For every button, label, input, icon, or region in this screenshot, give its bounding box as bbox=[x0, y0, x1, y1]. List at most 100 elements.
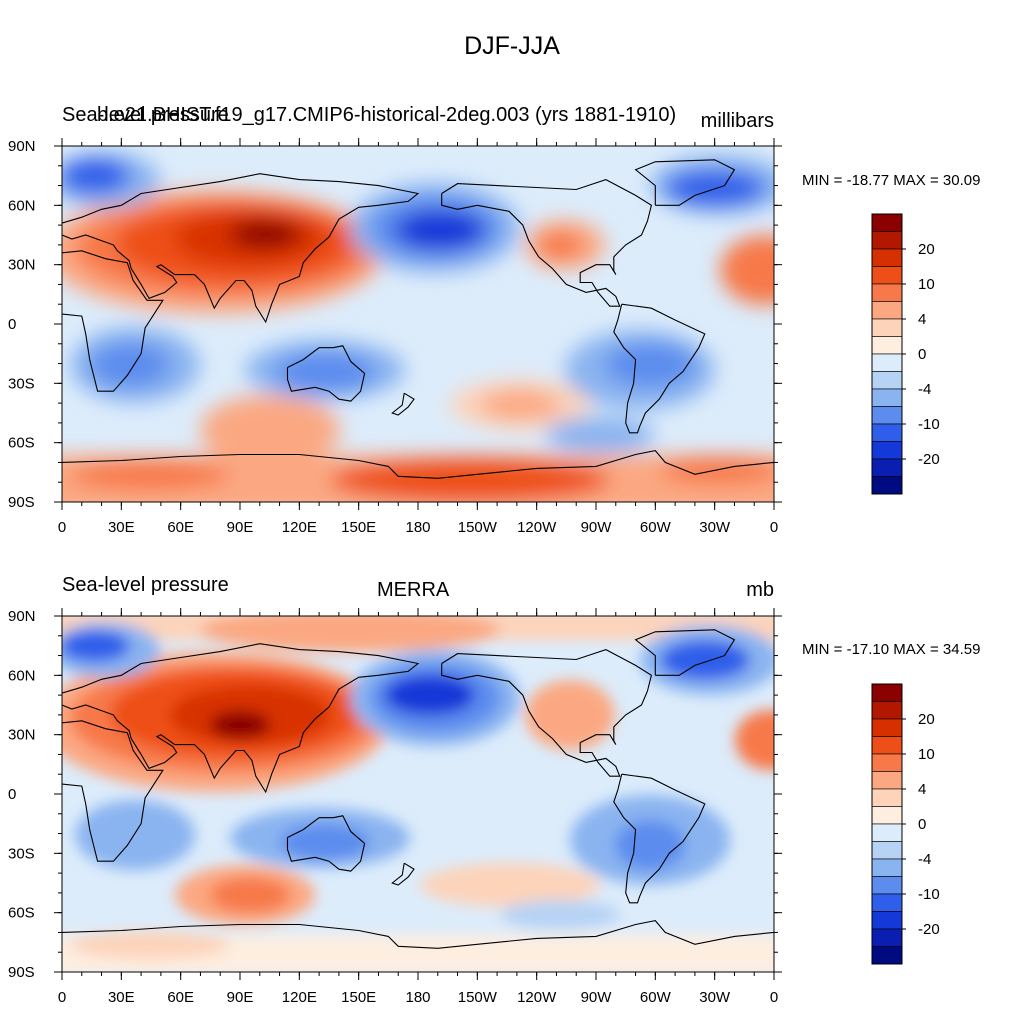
lon-tick-label: 90W bbox=[581, 989, 613, 1006]
lat-tick-label: 60S bbox=[8, 905, 35, 922]
colorbar-box bbox=[871, 423, 903, 442]
colorbar-label: 4 bbox=[918, 311, 926, 328]
lat-tick-label: 60N bbox=[8, 667, 36, 684]
colorbar-box bbox=[871, 441, 903, 460]
colorbar-box bbox=[871, 823, 903, 842]
lon-tick-label: 0 bbox=[58, 519, 66, 536]
lat-tick-label: 30S bbox=[8, 845, 35, 862]
lat-tick-label: 30N bbox=[8, 257, 36, 274]
coastline-segment bbox=[613, 303, 706, 434]
coastline-segment bbox=[634, 159, 736, 206]
colorbar-box bbox=[871, 371, 903, 390]
colorbar-box bbox=[871, 771, 903, 790]
lat-tick-label: 30S bbox=[8, 375, 35, 392]
colorbar-label: 20 bbox=[918, 711, 935, 728]
colorbar-box bbox=[871, 683, 903, 702]
colorbar-box bbox=[871, 388, 903, 407]
lon-tick-label: 180 bbox=[405, 989, 430, 1006]
figure-title: DJF-JJA bbox=[464, 32, 560, 60]
lon-tick-label: 120E bbox=[282, 989, 317, 1006]
colorbar-label: 0 bbox=[918, 816, 926, 833]
lon-tick-label: 150E bbox=[341, 519, 376, 536]
lon-tick-label: 0 bbox=[770, 989, 778, 1006]
lat-tick-label: 90N bbox=[8, 138, 36, 155]
colorbar-box bbox=[871, 476, 903, 495]
panel1-right-label: millibars bbox=[700, 110, 774, 132]
coastline-segment bbox=[391, 392, 415, 416]
lon-tick-label: 180 bbox=[405, 519, 430, 536]
coastlines-panel-1 bbox=[62, 159, 774, 479]
coastline-segment bbox=[62, 173, 420, 324]
coastline-segment bbox=[391, 862, 415, 886]
colorbar-label: -10 bbox=[918, 886, 940, 903]
colorbar-box bbox=[871, 301, 903, 320]
colorbar-box bbox=[871, 753, 903, 772]
coastline-segment bbox=[62, 720, 164, 862]
lon-tick-label: 60E bbox=[167, 519, 194, 536]
lat-tick-label: 60S bbox=[8, 435, 35, 452]
colorbar-box bbox=[871, 231, 903, 250]
coastline-segment bbox=[286, 815, 366, 872]
coastline-segment bbox=[613, 773, 706, 904]
colorbar-box bbox=[871, 248, 903, 267]
colorbar-box bbox=[871, 858, 903, 877]
lat-tick-label: 0 bbox=[8, 786, 16, 803]
colorbar-label: 4 bbox=[918, 781, 926, 798]
map-panel-1 bbox=[62, 146, 774, 502]
colorbar-box bbox=[871, 266, 903, 285]
lon-tick-label: 0 bbox=[58, 989, 66, 1006]
colorbar-box bbox=[871, 788, 903, 807]
colorbar-label: 10 bbox=[918, 276, 935, 293]
colorbar-label: -4 bbox=[918, 381, 931, 398]
colorbar-box bbox=[871, 458, 903, 477]
lat-tick-label: 30N bbox=[8, 727, 36, 744]
colorbar-box bbox=[871, 736, 903, 755]
lon-tick-label: 90E bbox=[227, 989, 254, 1006]
lon-tick-label: 30W bbox=[699, 519, 731, 536]
lon-tick-label: 120E bbox=[282, 519, 317, 536]
colorbar-box bbox=[871, 876, 903, 895]
colorbar-box bbox=[871, 213, 903, 232]
lat-tick-label: 60N bbox=[8, 197, 36, 214]
coastline-segment bbox=[62, 449, 774, 479]
colorbar-label: 0 bbox=[918, 346, 926, 363]
colorbar-label: -20 bbox=[918, 921, 940, 938]
lon-tick-label: 30E bbox=[108, 519, 135, 536]
lon-tick-label: 30E bbox=[108, 989, 135, 1006]
colorbar-label: -10 bbox=[918, 416, 940, 433]
colorbar-box bbox=[871, 353, 903, 372]
panel2-minmax: MIN = -17.10 MAX = 34.59 bbox=[802, 641, 981, 658]
lon-tick-label: 60E bbox=[167, 989, 194, 1006]
colorbar-label: -20 bbox=[918, 451, 940, 468]
lon-tick-label: 90W bbox=[581, 519, 613, 536]
colorbar-box bbox=[871, 893, 903, 912]
colorbar-box bbox=[871, 718, 903, 737]
colorbar-box bbox=[871, 406, 903, 425]
lon-tick-label: 60W bbox=[640, 989, 672, 1006]
coastline-segment bbox=[286, 345, 366, 402]
colorbar-label: -4 bbox=[918, 851, 931, 868]
panel2-center-label: MERRA bbox=[377, 579, 450, 601]
lat-tick-label: 90S bbox=[8, 494, 35, 511]
panel1-left-label: Sea-level pressure bbox=[62, 104, 229, 126]
coastline-segment bbox=[441, 649, 653, 777]
panel2-right-label: mb bbox=[746, 579, 774, 601]
lon-tick-label: 60W bbox=[640, 519, 672, 536]
colorbar-box bbox=[871, 701, 903, 720]
colorbar-box bbox=[871, 946, 903, 965]
coastline-segment bbox=[634, 629, 736, 676]
colorbar-label: 20 bbox=[918, 241, 935, 258]
lon-tick-label: 30W bbox=[699, 989, 731, 1006]
coastline-segment bbox=[62, 643, 420, 794]
lon-tick-label: 90E bbox=[227, 519, 254, 536]
lat-tick-label: 90N bbox=[8, 608, 36, 625]
colorbar-box bbox=[871, 911, 903, 930]
colorbar-box bbox=[871, 928, 903, 947]
coastline-segment bbox=[62, 250, 164, 392]
coastline-segment bbox=[62, 919, 774, 949]
panel2-left-label: Sea-level pressure bbox=[62, 574, 229, 596]
lon-tick-label: 120W bbox=[517, 519, 557, 536]
colorbar-box bbox=[871, 318, 903, 337]
lon-tick-label: 0 bbox=[770, 519, 778, 536]
lon-tick-label: 150E bbox=[341, 989, 376, 1006]
